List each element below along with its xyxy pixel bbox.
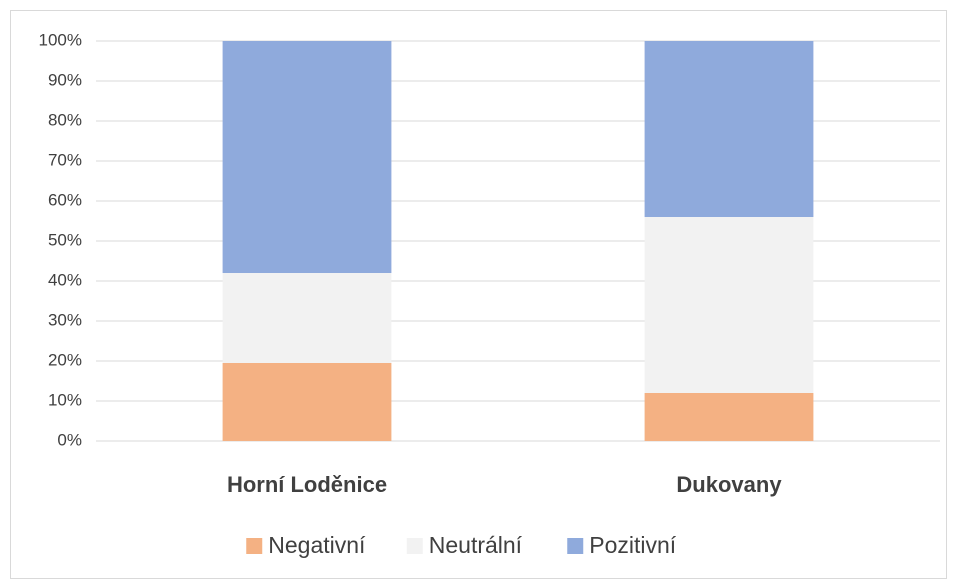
- y-tick-label: 80%: [48, 110, 82, 129]
- legend-label: Negativní: [268, 532, 366, 558]
- y-tick-label: 0%: [57, 430, 82, 449]
- x-tick-label: Dukovany: [676, 472, 782, 497]
- x-tick-label: Horní Loděnice: [227, 472, 387, 497]
- legend-swatch: [406, 538, 423, 554]
- legend-label: Neutrální: [429, 532, 523, 558]
- y-tick-label: 100%: [39, 30, 82, 49]
- legend-swatch: [246, 538, 263, 554]
- y-tick-label: 60%: [48, 190, 82, 209]
- legend-swatch: [567, 538, 584, 554]
- bar-segment: [222, 41, 392, 273]
- y-tick-label: 50%: [48, 230, 82, 249]
- bar-segment: [222, 273, 392, 363]
- legend-label: Pozitivní: [589, 532, 677, 558]
- y-tick-label: 90%: [48, 70, 82, 89]
- y-tick-label: 30%: [48, 310, 82, 329]
- bar-segment: [222, 363, 392, 441]
- bar-segment: [644, 41, 814, 217]
- y-tick-label: 40%: [48, 270, 82, 289]
- y-tick-label: 10%: [48, 390, 82, 409]
- y-tick-label: 20%: [48, 350, 82, 369]
- y-tick-label: 70%: [48, 150, 82, 169]
- bar-segment: [644, 393, 814, 441]
- bar-segment: [644, 217, 814, 393]
